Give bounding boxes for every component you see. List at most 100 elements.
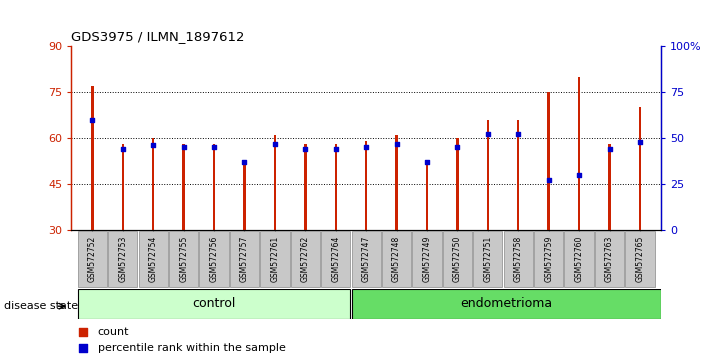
Bar	[594, 46, 625, 230]
Bar	[486, 120, 489, 230]
Bar	[517, 120, 520, 230]
FancyBboxPatch shape	[351, 289, 661, 319]
FancyBboxPatch shape	[200, 231, 229, 287]
Text: GSM572765: GSM572765	[636, 236, 644, 282]
Text: GSM572758: GSM572758	[514, 236, 523, 282]
Bar	[229, 46, 260, 230]
Bar	[412, 46, 442, 230]
Bar	[473, 46, 503, 230]
Bar	[335, 144, 337, 230]
Bar	[183, 144, 185, 230]
FancyBboxPatch shape	[351, 231, 381, 287]
Text: GSM572764: GSM572764	[331, 236, 341, 282]
Bar	[625, 46, 655, 230]
Point	[391, 141, 402, 147]
Point	[451, 144, 463, 150]
Text: GSM572761: GSM572761	[270, 236, 279, 282]
Bar	[260, 46, 290, 230]
Point	[330, 146, 341, 152]
Text: GSM572753: GSM572753	[118, 236, 127, 282]
Point	[148, 143, 159, 148]
Bar	[578, 77, 580, 230]
Text: GSM572760: GSM572760	[574, 236, 584, 282]
Bar	[91, 86, 94, 230]
Point	[634, 139, 646, 144]
Text: GSM572755: GSM572755	[179, 236, 188, 282]
Text: GSM572762: GSM572762	[301, 236, 310, 282]
Bar	[365, 141, 368, 230]
Point	[468, 277, 479, 283]
Bar	[351, 46, 381, 230]
Point	[239, 159, 250, 165]
Bar	[638, 107, 641, 230]
Bar	[199, 46, 229, 230]
Text: count: count	[97, 327, 129, 337]
FancyBboxPatch shape	[77, 289, 351, 319]
Bar	[442, 46, 473, 230]
FancyBboxPatch shape	[595, 231, 624, 287]
FancyBboxPatch shape	[291, 231, 320, 287]
Bar	[152, 138, 154, 230]
Point	[482, 132, 493, 137]
Bar	[321, 46, 351, 230]
Point	[269, 141, 281, 147]
Text: GSM572752: GSM572752	[88, 236, 97, 282]
Bar	[426, 162, 428, 230]
FancyBboxPatch shape	[443, 231, 472, 287]
Bar	[547, 92, 550, 230]
Bar	[77, 46, 107, 230]
Bar	[169, 46, 199, 230]
Point	[208, 144, 220, 150]
Bar	[564, 46, 594, 230]
Point	[299, 146, 311, 152]
Point	[543, 178, 555, 183]
Text: disease state: disease state	[4, 301, 77, 311]
FancyBboxPatch shape	[474, 231, 503, 287]
Bar	[533, 46, 564, 230]
Text: GSM572751: GSM572751	[483, 236, 492, 282]
FancyBboxPatch shape	[534, 231, 563, 287]
FancyBboxPatch shape	[139, 231, 168, 287]
Text: GSM572759: GSM572759	[544, 236, 553, 282]
Point	[468, 132, 479, 138]
Point	[422, 159, 433, 165]
Bar	[609, 144, 611, 230]
Point	[178, 144, 189, 150]
FancyBboxPatch shape	[503, 231, 533, 287]
Text: control: control	[193, 297, 236, 310]
Point	[360, 144, 372, 150]
Bar	[138, 46, 169, 230]
Point	[117, 146, 129, 152]
FancyBboxPatch shape	[321, 231, 351, 287]
Text: GSM572756: GSM572756	[210, 236, 218, 282]
FancyBboxPatch shape	[260, 231, 289, 287]
Bar	[274, 135, 276, 230]
Bar	[395, 135, 397, 230]
Bar	[213, 144, 215, 230]
FancyBboxPatch shape	[230, 231, 259, 287]
Bar	[122, 144, 124, 230]
FancyBboxPatch shape	[412, 231, 442, 287]
Bar	[243, 162, 246, 230]
Text: GDS3975 / ILMN_1897612: GDS3975 / ILMN_1897612	[71, 30, 245, 44]
Point	[604, 146, 615, 152]
Text: percentile rank within the sample: percentile rank within the sample	[97, 343, 286, 353]
FancyBboxPatch shape	[382, 231, 411, 287]
Bar	[107, 46, 138, 230]
Text: GSM572748: GSM572748	[392, 236, 401, 282]
Point	[513, 132, 524, 137]
Point	[87, 117, 98, 122]
Text: GSM572750: GSM572750	[453, 236, 462, 282]
Text: GSM572754: GSM572754	[149, 236, 158, 282]
Bar	[503, 46, 533, 230]
FancyBboxPatch shape	[169, 231, 198, 287]
Bar	[381, 46, 412, 230]
FancyBboxPatch shape	[108, 231, 137, 287]
Point	[573, 172, 584, 178]
Text: GSM572747: GSM572747	[362, 236, 370, 282]
Text: GSM572749: GSM572749	[422, 236, 432, 282]
FancyBboxPatch shape	[626, 231, 655, 287]
Text: GSM572763: GSM572763	[605, 236, 614, 282]
Bar	[290, 46, 321, 230]
Bar	[304, 144, 306, 230]
